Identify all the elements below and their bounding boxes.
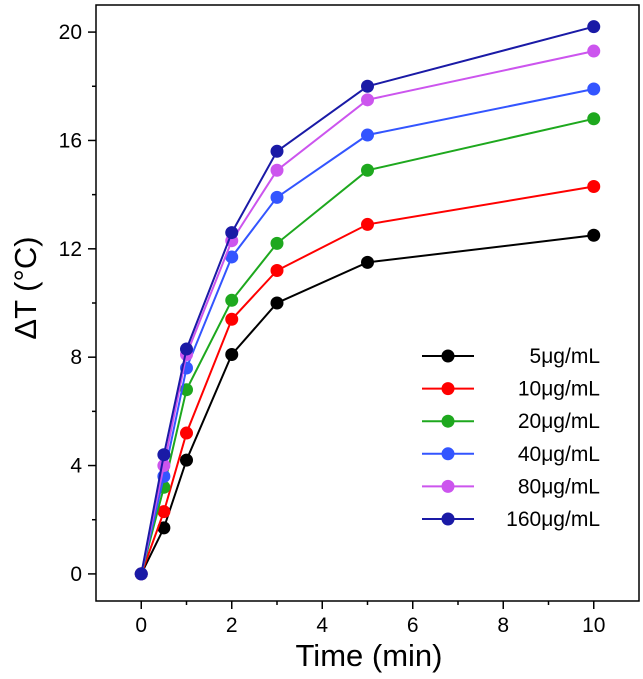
x-tick-label: 0 xyxy=(135,614,147,637)
legend-label: 20μg/mL xyxy=(518,410,600,433)
legend-marker xyxy=(441,447,455,461)
y-tick-label: 4 xyxy=(70,455,82,478)
data-point xyxy=(225,293,239,307)
axis-ticks: 0 2 4 6 8 10 0 4 8 12 16 20 xyxy=(59,21,606,637)
x-tick-label: 10 xyxy=(582,614,605,637)
legend-marker xyxy=(441,349,455,363)
y-axis-title: ΔT (°C) xyxy=(8,236,43,339)
data-point xyxy=(361,93,374,107)
data-point xyxy=(270,296,284,310)
y-tick-label: 20 xyxy=(59,21,82,44)
legend-entry: 160μg/mL xyxy=(422,508,600,531)
legend-entry: 10μg/mL xyxy=(422,378,600,401)
x-tick-label: 8 xyxy=(497,614,509,637)
legend-marker xyxy=(441,382,455,396)
legend-marker xyxy=(441,512,455,526)
data-point xyxy=(361,217,374,231)
data-point xyxy=(587,180,601,194)
data-point xyxy=(225,312,239,326)
legend-marker xyxy=(441,479,455,493)
legend-label: 5μg/mL xyxy=(530,345,600,368)
y-tick-label: 12 xyxy=(59,238,82,261)
series-4 xyxy=(134,44,601,581)
series-3 xyxy=(134,82,601,581)
series-5 xyxy=(134,20,601,581)
series-line xyxy=(140,117,595,575)
data-point xyxy=(225,347,239,361)
x-tick-label: 2 xyxy=(226,614,238,637)
data-point xyxy=(361,163,374,177)
data-point xyxy=(134,567,148,581)
x-tick-label: 4 xyxy=(316,614,328,637)
data-point xyxy=(361,255,374,269)
data-point xyxy=(587,20,601,34)
data-point xyxy=(225,250,239,264)
x-axis-title: Time (min) xyxy=(296,638,443,673)
x-tick-label: 6 xyxy=(407,614,419,637)
series-line xyxy=(140,88,594,575)
y-tick-label: 0 xyxy=(70,563,82,586)
legend-entry: 20μg/mL xyxy=(422,410,600,433)
data-point xyxy=(270,263,284,277)
data-point xyxy=(587,228,601,242)
data-point xyxy=(225,226,239,240)
y-tick-label: 8 xyxy=(70,346,82,369)
y-tick-label: 16 xyxy=(59,129,82,152)
legend-entry: 80μg/mL xyxy=(422,475,600,498)
data-point xyxy=(270,144,284,158)
legend-label: 160μg/mL xyxy=(506,508,600,531)
data-point xyxy=(157,448,171,462)
legend-entry: 5μg/mL xyxy=(422,345,600,368)
data-point xyxy=(361,79,374,93)
data-point xyxy=(270,236,284,250)
data-point xyxy=(587,44,601,58)
legend-entry: 40μg/mL xyxy=(422,443,600,466)
legend-label: 10μg/mL xyxy=(518,378,600,401)
legend: 5μg/mL 10μg/mL 20μg/mL 40μg/mL 80μg/mL 160μg/… xyxy=(422,345,600,531)
data-point xyxy=(157,505,171,519)
data-point xyxy=(270,190,284,204)
legend-label: 80μg/mL xyxy=(518,475,600,498)
data-point xyxy=(180,342,193,356)
legend-marker xyxy=(441,414,455,428)
data-point xyxy=(180,426,193,440)
data-point xyxy=(180,453,193,467)
data-point xyxy=(361,128,374,142)
data-point xyxy=(587,112,601,126)
data-point xyxy=(270,163,284,177)
data-point xyxy=(157,521,171,535)
series-layer xyxy=(134,20,601,581)
data-point xyxy=(587,82,601,96)
legend-label: 40μg/mL xyxy=(518,443,600,466)
